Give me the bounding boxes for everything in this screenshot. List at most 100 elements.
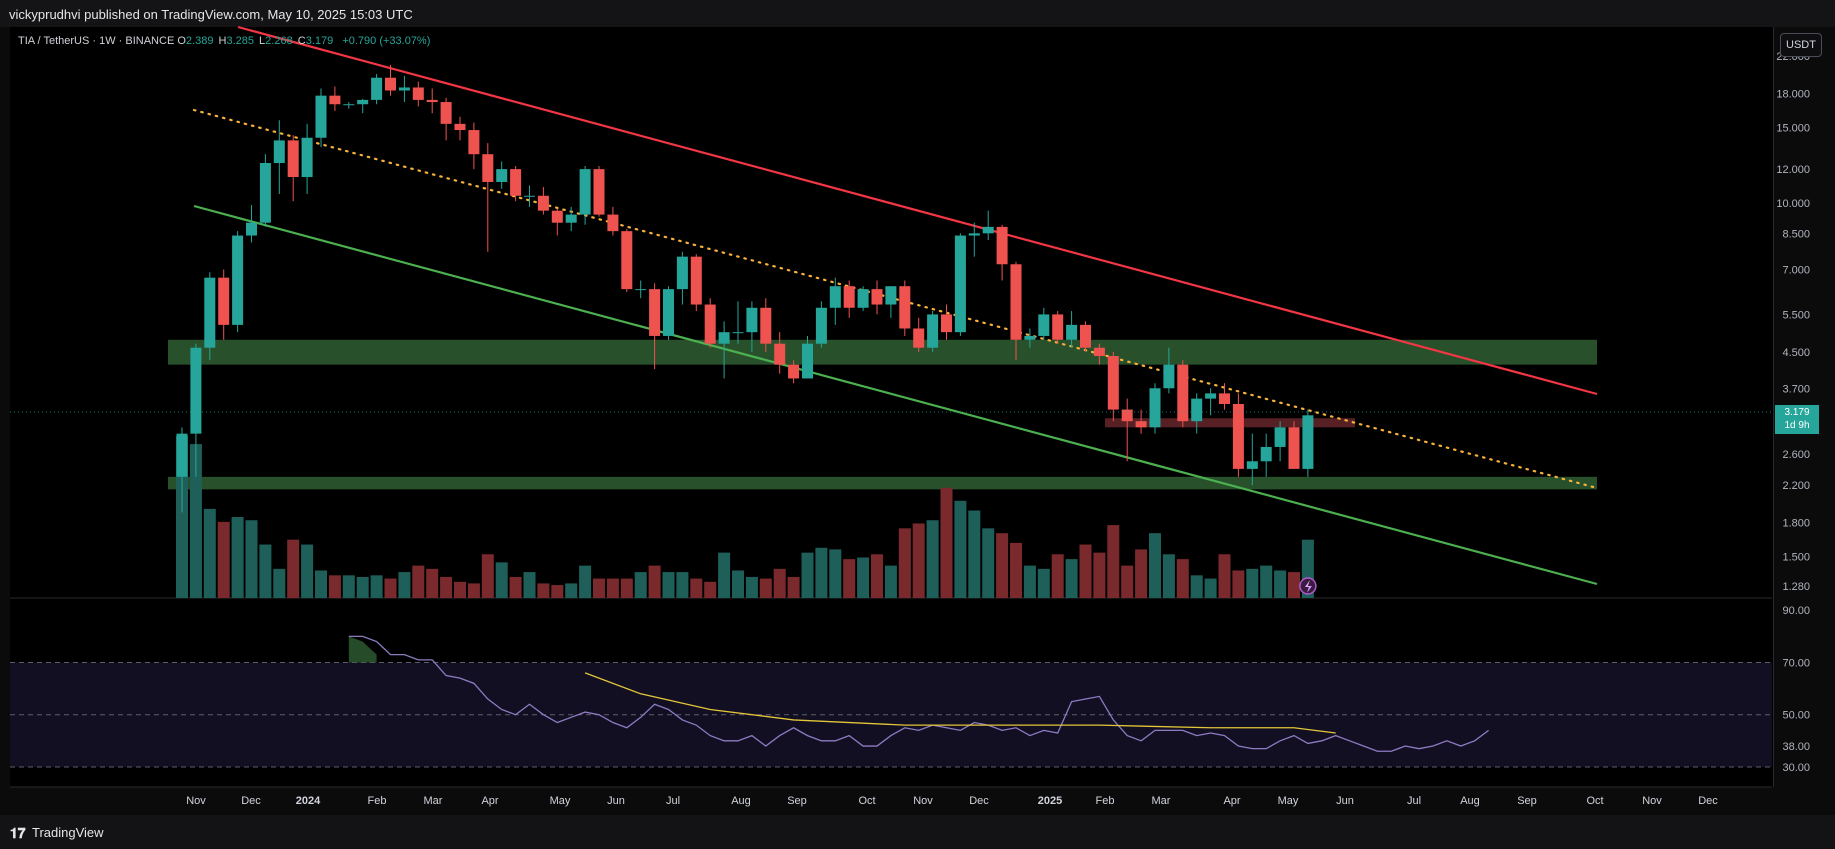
candle-body	[301, 137, 313, 178]
price-axis-label: 7.000	[1782, 265, 1810, 277]
candle-body	[663, 289, 674, 336]
volume-bar	[551, 585, 564, 598]
candle-body	[1205, 393, 1217, 399]
candle-body	[190, 347, 202, 434]
time-axis-label: Nov	[1642, 795, 1662, 807]
candle-body	[843, 286, 855, 308]
volume-bar	[398, 572, 411, 598]
volume-bar	[301, 544, 314, 598]
volume-bar	[245, 520, 258, 598]
candle-body	[315, 95, 327, 138]
symbol-legend: TIA / TetherUS · 1W · BINANCE O2.389 H3.…	[18, 35, 430, 47]
volume-bar	[1274, 570, 1287, 598]
volume-bar	[342, 575, 355, 598]
volume-bar	[1288, 572, 1300, 598]
high-label: H	[218, 35, 227, 47]
candle-body	[385, 77, 396, 91]
time-axis-label: Jul	[666, 795, 680, 807]
candle-body	[732, 332, 744, 334]
volume-bar	[732, 570, 744, 598]
candle-body	[760, 307, 772, 344]
candle-body	[329, 95, 341, 105]
volume-bar	[356, 576, 369, 598]
rsi-axis-label: 90.00	[1782, 605, 1810, 617]
tradingview-logo-icon[interactable]: 𝟏𝟕	[10, 825, 26, 841]
candle-body	[621, 231, 633, 290]
rsi-overbought-fill	[348, 636, 377, 663]
volume-bar	[857, 557, 870, 598]
volume-bar	[787, 576, 800, 598]
price-axis-label: 2.600	[1782, 449, 1810, 461]
close-label: C	[297, 35, 306, 47]
volume-bar	[426, 568, 439, 598]
candle-body	[371, 77, 383, 100]
candle-body	[426, 99, 438, 103]
time-axis-label: Feb	[368, 795, 387, 807]
candle-body	[496, 169, 508, 182]
time-axis-label: Jun	[1336, 795, 1354, 807]
candle-body	[1219, 393, 1230, 405]
candle-body	[885, 286, 897, 305]
brand-name[interactable]: TradingView	[32, 825, 104, 840]
volume-bar	[1023, 565, 1036, 598]
volume-bar	[481, 554, 494, 598]
volume-bar	[1121, 565, 1134, 598]
candle-body	[176, 433, 188, 477]
candle-body	[1038, 314, 1050, 336]
volume-bar	[1260, 565, 1273, 598]
price-axis-label: 5.500	[1782, 309, 1810, 321]
volume-bar	[773, 568, 786, 598]
candle-body	[1135, 421, 1147, 428]
rsi-axis-label: 50.00	[1782, 710, 1810, 722]
volume-bar	[940, 487, 953, 598]
price-axis-label: 10.000	[1776, 198, 1810, 210]
volume-bar	[871, 554, 883, 598]
rsi-line	[348, 635, 1489, 752]
volume-bar	[718, 552, 731, 598]
volume-bar	[1093, 552, 1106, 598]
candle-body	[579, 169, 591, 215]
candle-body	[815, 307, 827, 344]
volume-bar	[384, 578, 397, 598]
candle-body	[1066, 324, 1078, 340]
time-axis-label: Jul	[1407, 795, 1421, 807]
volume-bar	[1051, 554, 1064, 598]
last-price-tag: 3.179 1d 9h	[1775, 405, 1819, 434]
publish-bar: vickyprudhvi published on TradingView.co…	[0, 0, 1835, 27]
volume-bar	[217, 521, 230, 598]
volume-bar	[634, 572, 647, 598]
candle-body	[273, 140, 285, 164]
volume-bar	[704, 581, 717, 598]
candle-body	[788, 364, 800, 379]
time-axis-label: Mar	[424, 795, 443, 807]
rsi-axis-label: 38.00	[1782, 741, 1810, 753]
price-axis-label: 12.000	[1776, 164, 1810, 176]
volume-bar	[495, 562, 508, 598]
volume-bar	[189, 444, 202, 598]
time-axis-label: Jun	[607, 795, 625, 807]
resistance-trendline	[237, 25, 1598, 396]
volume-bar	[454, 581, 466, 598]
candle-body	[524, 195, 535, 197]
price-axis-label: 1.500	[1782, 551, 1810, 563]
price-axis-label: 15.000	[1776, 123, 1810, 135]
volume-bar	[1190, 575, 1203, 598]
volume-bar	[315, 570, 327, 598]
resistance-zone	[168, 339, 1597, 365]
currency-button[interactable]: USDT	[1780, 33, 1822, 57]
volume-bar	[1218, 554, 1231, 598]
candle-body	[607, 214, 619, 232]
volume-bar	[1010, 542, 1022, 598]
candle-body	[1149, 388, 1161, 428]
volume-bar	[440, 576, 453, 598]
volume-bar	[759, 578, 772, 598]
price-axis-label: 8.500	[1782, 228, 1810, 240]
candle-body	[218, 277, 230, 325]
candle-body	[551, 210, 563, 223]
time-axis-label: 2024	[296, 795, 321, 807]
volume-bar	[829, 549, 842, 598]
open-label: O	[177, 35, 186, 47]
candle-body	[246, 222, 257, 236]
volume-bar	[259, 544, 272, 598]
